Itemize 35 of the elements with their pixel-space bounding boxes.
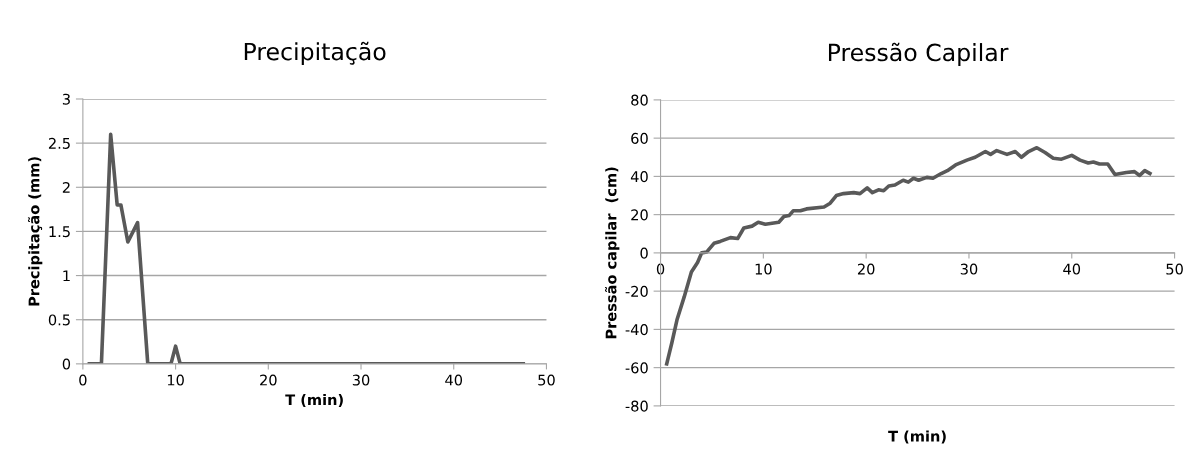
y-axis-title: Precipitação (mm) — [27, 157, 43, 306]
y-tick-label: 2 — [62, 182, 70, 193]
y-tick-label: -60 — [625, 362, 648, 374]
x-tick-label: 40 — [1063, 263, 1081, 275]
y-tick-label: 20 — [631, 209, 648, 221]
y-tick-label: 0 — [62, 358, 71, 370]
y-tick-label: -40 — [625, 324, 648, 336]
x-tick-label: 40 — [445, 374, 463, 386]
y-tick-label: 1 — [63, 270, 70, 282]
y-tick-label: 60 — [631, 132, 648, 144]
line-series — [664, 145, 1152, 366]
y-tick-label: 3 — [62, 93, 70, 105]
x-tick-label: 30 — [960, 263, 978, 275]
x-axis-title: T (min) — [888, 430, 946, 444]
y-tick-label: 2.5 — [48, 137, 70, 149]
y-tick-label: -80 — [625, 400, 648, 412]
y-tick-label: 0.5 — [48, 314, 70, 326]
y-tick-label: -20 — [625, 285, 648, 297]
y-tick-label: 80 — [631, 94, 648, 106]
x-tick-label: 50 — [538, 374, 555, 386]
chart-title: Pressão Capilar — [828, 42, 1009, 66]
x-tick-label: 0 — [79, 374, 87, 386]
y-tick-label: 40 — [630, 171, 648, 183]
y-axis-title: Pressão capilar (cm) — [604, 167, 620, 339]
y-tick-label: 1.5 — [49, 226, 70, 238]
x-tick-label: 30 — [352, 374, 370, 386]
x-tick-label: 10 — [755, 263, 772, 275]
y-tick-label: 0 — [640, 247, 648, 259]
x-axis-title: T (min) — [285, 393, 343, 407]
x-tick-label: 50 — [1166, 263, 1183, 275]
chart-title: Precipitação — [244, 41, 386, 66]
x-tick-label: 10 — [167, 374, 184, 386]
x-tick-label: 20 — [260, 374, 277, 386]
line-series — [87, 132, 526, 364]
x-tick-label: 20 — [857, 263, 875, 275]
